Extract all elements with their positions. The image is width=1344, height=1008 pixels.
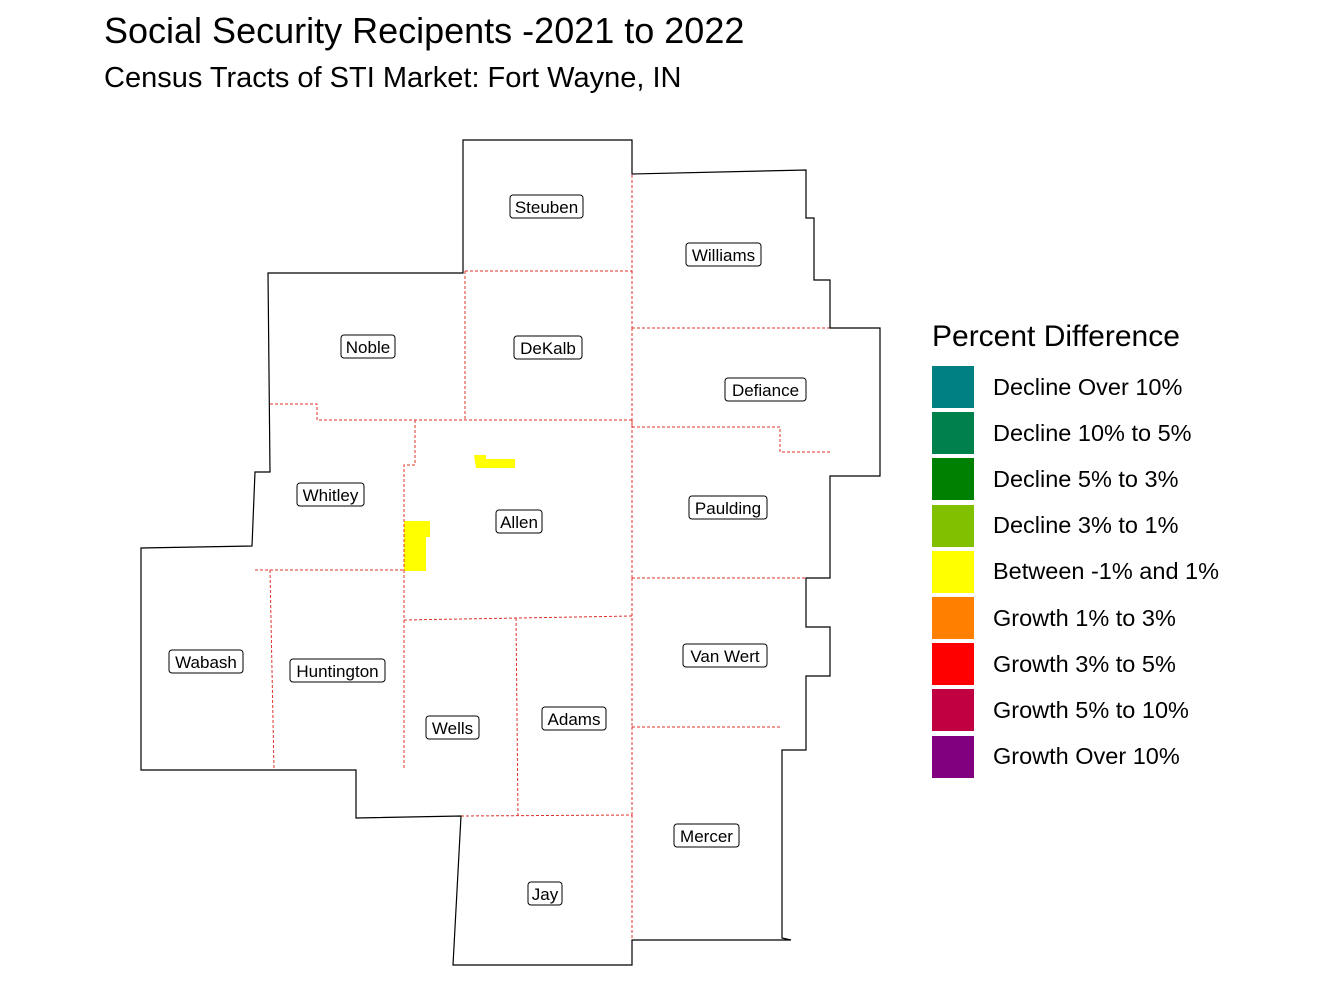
county-label-mercer: Mercer <box>673 823 740 848</box>
county-label-huntington: Huntington <box>289 658 386 683</box>
tract-allen-west <box>404 521 430 571</box>
legend-swatch <box>932 458 974 501</box>
legend-label: Decline 5% to 3% <box>993 465 1179 492</box>
border-wells-adams <box>515 617 519 817</box>
legend-label: Growth Over 10% <box>993 743 1180 770</box>
county-label-text: Defiance <box>732 381 799 400</box>
legend-swatch <box>932 689 974 732</box>
map-title: Social Security Recipents -2021 to 2022 <box>104 10 745 51</box>
legend-label: Decline Over 10% <box>993 373 1183 400</box>
legend-swatch <box>932 504 974 547</box>
legend-item: Decline 3% to 1% <box>932 503 1219 549</box>
legend-item: Growth 1% to 3% <box>932 595 1219 641</box>
county-label-box <box>682 643 768 668</box>
county-label-defiance: Defiance <box>724 377 807 402</box>
county-label-box <box>527 881 563 906</box>
county-label-text: Wabash <box>175 653 237 672</box>
county-label-text: Whitley <box>303 486 359 505</box>
legend-swatch <box>932 597 974 640</box>
legend-title: Percent Difference <box>932 320 1180 353</box>
county-label-text: Van Wert <box>690 647 760 666</box>
legend-label: Decline 3% to 1% <box>993 512 1179 539</box>
legend-swatch <box>932 550 974 593</box>
legend-swatch <box>932 735 974 778</box>
county-label-text: DeKalb <box>520 339 576 358</box>
border-noble-whitley <box>270 403 632 421</box>
county-label-box <box>513 335 583 360</box>
tract-allen-north <box>474 455 515 468</box>
internal-county-borders <box>255 140 830 940</box>
border-defiance-paulding <box>632 426 830 453</box>
county-label-adams: Adams <box>541 706 607 731</box>
county-label-van-wert: Van Wert <box>682 643 768 668</box>
legend-items: Decline Over 10% Decline 10% to 5% Decline… <box>932 364 1219 780</box>
county-label-wabash: Wabash <box>168 649 244 674</box>
legend-item: Decline 10% to 5% <box>932 410 1219 456</box>
border-adams-jay <box>460 814 633 817</box>
county-label-box <box>425 715 480 740</box>
county-label-text: Wells <box>432 719 473 738</box>
legend-swatch <box>932 643 974 686</box>
county-label-box <box>541 706 607 731</box>
county-label-steuben: Steuben <box>509 194 584 219</box>
county-label-text: Mercer <box>680 827 733 846</box>
county-label-text: Paulding <box>695 499 761 518</box>
county-label-text: Williams <box>692 246 755 265</box>
border-wabash-huntington <box>269 569 275 771</box>
county-label-jay: Jay <box>527 881 563 906</box>
county-label-box <box>495 509 543 534</box>
county-label-noble: Noble <box>340 334 396 359</box>
border-whitley-allen <box>403 420 416 570</box>
county-label-box <box>296 482 365 507</box>
legend-item: Decline Over 10% <box>932 364 1219 410</box>
legend-swatch <box>932 412 974 455</box>
county-label-box <box>289 658 386 683</box>
border-allen-wells <box>403 615 633 621</box>
county-label-whitley: Whitley <box>296 482 365 507</box>
county-label-williams: Williams <box>685 242 762 267</box>
map-subtitle: Census Tracts of STI Market: Fort Wayne,… <box>104 62 682 94</box>
legend-label: Between -1% and 1% <box>993 558 1220 585</box>
county-label-text: Jay <box>532 885 559 904</box>
county-label-box <box>340 334 396 359</box>
county-label-text: Adams <box>548 710 601 729</box>
county-label-wells: Wells <box>425 715 480 740</box>
county-label-text: Steuben <box>515 198 578 217</box>
county-label-text: Noble <box>346 338 390 357</box>
county-label-box <box>685 242 762 267</box>
county-label-allen: Allen <box>495 509 543 534</box>
legend-label: Growth 1% to 3% <box>993 604 1176 631</box>
legend-item: Decline 5% to 3% <box>932 456 1219 502</box>
market-outer-boundary <box>140 139 881 966</box>
county-label-text: Huntington <box>296 662 378 681</box>
county-labels: Steuben Williams Noble DeKalb Defiance W… <box>168 194 807 906</box>
county-label-box <box>688 495 768 520</box>
legend-label: Decline 10% to 5% <box>993 419 1192 446</box>
county-map: Steuben Williams Noble DeKalb Defiance W… <box>140 139 881 966</box>
county-label-box <box>673 823 740 848</box>
legend-item: Growth 3% to 5% <box>932 641 1219 687</box>
county-label-text: Allen <box>500 513 538 532</box>
legend-label: Growth 5% to 10% <box>993 696 1189 723</box>
legend-swatch <box>932 366 974 409</box>
legend-label: Growth 3% to 5% <box>993 650 1176 677</box>
county-label-box <box>168 649 244 674</box>
county-label-box <box>509 194 584 219</box>
county-label-dekalb: DeKalb <box>513 335 583 360</box>
county-label-paulding: Paulding <box>688 495 768 520</box>
legend: Percent Difference Decline Over 10% Decli… <box>932 320 1219 780</box>
legend-item: Growth Over 10% <box>932 734 1219 780</box>
highlighted-tracts <box>404 455 515 571</box>
legend-item: Between -1% and 1% <box>932 549 1219 595</box>
legend-item: Growth 5% to 10% <box>932 687 1219 733</box>
county-label-box <box>724 377 807 402</box>
